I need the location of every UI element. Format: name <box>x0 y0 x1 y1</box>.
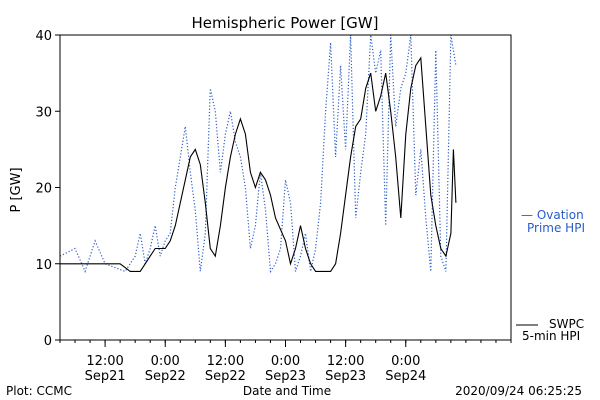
x-tick-label-date: Sep23 <box>325 369 366 384</box>
legend-ovation-line1: — Ovation <box>521 208 584 222</box>
y-tick-label: 40 <box>35 29 52 44</box>
x-axis: 12:00Sep210:00Sep2212:00Sep220:00Sep2312… <box>59 340 512 384</box>
footer-plot-credit: Plot: CCMC <box>6 384 72 398</box>
legend-swpc-line1: SWPC <box>549 317 584 331</box>
footer-axis-title: Date and Time <box>243 384 331 398</box>
y-axis: 0 10 20 30 40 <box>35 29 60 349</box>
x-tick-label-date: Sep24 <box>385 369 426 384</box>
legend-swpc-line2: 5-min HPI <box>522 329 580 343</box>
chart-title: Hemispheric Power [GW] <box>192 14 379 32</box>
x-tick-label-time: 12:00 <box>207 354 244 369</box>
x-tick-label-date: Sep22 <box>145 369 186 384</box>
series-ovation-prime-line <box>59 34 457 274</box>
x-tick-label-date: Sep23 <box>265 369 306 384</box>
legend-ovation-line2: Prime HPI <box>527 221 585 235</box>
y-tick-label: 10 <box>35 258 52 273</box>
y-tick-label: 0 <box>44 334 52 349</box>
footer-timestamp: 2020/09/24 06:25:25 <box>455 384 582 398</box>
series-layer <box>59 34 457 274</box>
x-tick-label-time: 0:00 <box>271 354 300 369</box>
y-tick-label: 20 <box>35 182 52 197</box>
x-tick-label-date: Sep21 <box>85 369 126 384</box>
x-tick-label-time: 12:00 <box>327 354 364 369</box>
x-tick-label-time: 0:00 <box>151 354 180 369</box>
series-swpc-line <box>60 56 457 272</box>
y-tick-label: 30 <box>35 105 52 120</box>
x-tick-label-time: 0:00 <box>391 354 420 369</box>
x-tick-label-time: 12:00 <box>86 354 123 369</box>
plot-frame <box>59 34 512 341</box>
y-axis-label: P [GW] <box>9 167 24 212</box>
x-tick-label-date: Sep22 <box>205 369 246 384</box>
